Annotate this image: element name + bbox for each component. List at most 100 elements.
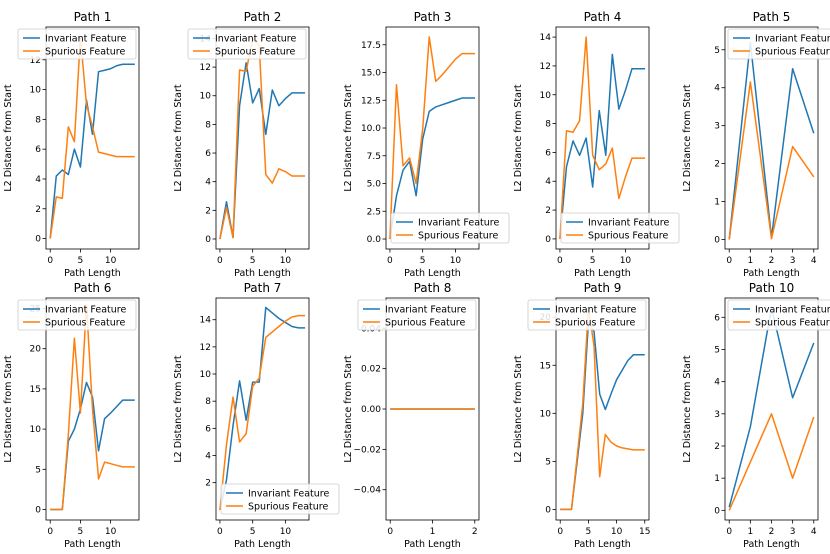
subplot-path-5: Path 5 0 1 2 3 4 0 1 2 3 4 5 Path Length L2 Distance … [682,10,830,279]
y-tick-label: 14 [200,316,212,326]
legend-entry-label: Invariant Feature [45,305,126,316]
x-tick-label: 1 [747,256,753,266]
y-tick-label: 20 [30,345,42,355]
legend-entry-label: Invariant Feature [555,305,636,316]
y-tick-label: 0.0 [367,235,382,245]
y-tick-label: 15 [540,361,551,371]
subplot-path-7: Path 7 0 5 10 2 4 6 8 10 12 14 Path Length L2 Distan… [173,281,340,550]
legend: Invariant Feature Spurious Feature [527,299,647,331]
y-tick-label: 12.5 [361,96,381,106]
y-tick-label: 6 [714,313,720,323]
legend-entry-label: Spurious Feature [45,47,125,58]
y-tick-label: 0.02 [361,365,381,375]
y-axis-label: L2 Distance from Start [3,84,14,192]
y-tick-label: 10 [540,409,552,419]
legend-box [527,299,647,331]
y-tick-label: 5.0 [367,180,382,190]
x-axis-label: Path Length [743,539,800,550]
legend: Invariant Feature Spurious Feature [390,212,510,244]
legend-entry-label: Spurious Feature [418,231,498,242]
x-tick-label: 0 [726,256,732,266]
legend-box [390,212,510,244]
y-tick-label: 4 [205,178,211,188]
y-tick-label: 8 [205,120,211,130]
y-tick-label: 4 [205,452,211,462]
x-tick-label: 4 [811,256,817,266]
x-axis-label: Path Length [743,268,800,279]
chart-title: Path 10 [749,281,794,295]
y-tick-label: 6 [545,148,551,158]
y-tick-label: 2 [205,479,211,489]
legend-entry-label: Spurious Feature [588,231,668,242]
y-tick-label: 15.0 [361,69,381,79]
y-tick-label: 2 [35,205,41,215]
y-tick-label: 10 [200,92,212,102]
series-line-spurious [49,36,135,239]
legend-entry-label: Invariant Feature [215,34,296,45]
legend: Invariant Feature Spurious Feature [17,299,137,331]
series-line-spurious [389,36,476,240]
x-tick-label: 15 [639,527,650,537]
legend: Invariant Feature Spurious Feature [17,28,137,60]
legend-entry-label: Invariant Feature [45,34,126,45]
x-tick-label: 5 [250,527,256,537]
legend-box [727,299,830,331]
x-tick-label: 5 [78,527,84,537]
y-tick-label: 2.5 [367,207,381,217]
x-tick-label: 0 [726,527,732,537]
y-axis-label: L2 Distance from Start [682,84,693,192]
x-tick-label: 5 [250,256,256,266]
x-axis-label: Path Length [234,539,291,550]
y-tick-label: 7.5 [367,152,381,162]
y-tick-label: 15 [30,385,41,395]
y-tick-label: 6 [205,424,211,434]
y-tick-label: 8 [35,115,41,125]
y-tick-label: 0 [545,505,551,515]
legend-entry-label: Invariant Feature [385,305,466,316]
series-line-invariant [728,306,815,508]
y-tick-label: 4 [35,175,41,185]
y-tick-label: 12 [30,56,41,66]
y-tick-label: 5 [35,465,41,475]
legend-entry-label: Spurious Feature [555,318,635,329]
series-line-spurious [219,37,306,240]
axes-frame [724,26,819,250]
legend-entry-label: Spurious Feature [45,318,125,329]
legend-entry-label: Spurious Feature [385,318,465,329]
chart-title: Path 7 [244,281,282,295]
y-tick-label: 8 [545,120,551,130]
x-tick-label: 0 [557,527,563,537]
y-tick-label: 2 [714,160,720,170]
x-tick-label: 0 [557,256,563,266]
legend-entry-label: Invariant Feature [755,34,830,45]
legend-entry-label: Spurious Feature [248,502,328,513]
x-tick-label: 1 [747,527,753,537]
x-tick-label: 0 [387,256,393,266]
y-axis-label: L2 Distance from Start [513,355,524,463]
legend-box [357,299,477,331]
x-tick-label: 4 [811,527,817,537]
x-tick-label: 0 [387,527,393,537]
subplot-path-4: Path 4 0 5 10 0 2 4 6 8 10 12 14 Path Length L2 Dista… [513,10,680,279]
axes-frame [385,26,480,250]
subplot-path-3: Path 3 0 5 10 0.0 2.5 5.0 7.5 10.0 12.5 15.0 17.5 Pa… [343,10,510,279]
y-tick-label: 17.5 [361,41,381,51]
y-axis-label: L2 Distance from Start [682,355,693,463]
legend: Invariant Feature Spurious Feature [727,299,830,331]
x-tick-label: 10 [280,527,292,537]
series-line-invariant [559,53,646,239]
x-tick-label: 10 [450,256,462,266]
y-tick-label: 1 [714,198,720,208]
legend-entry-label: Invariant Feature [588,218,669,229]
y-tick-label: 2 [205,206,211,216]
x-axis-label: Path Length [404,539,461,550]
x-axis-label: Path Length [574,539,631,550]
series-line-invariant [389,97,476,240]
series-line-spurious [559,36,646,239]
legend-entry-label: Spurious Feature [215,47,295,58]
series-line-spurious [219,314,306,510]
y-tick-label: 10 [200,370,212,380]
